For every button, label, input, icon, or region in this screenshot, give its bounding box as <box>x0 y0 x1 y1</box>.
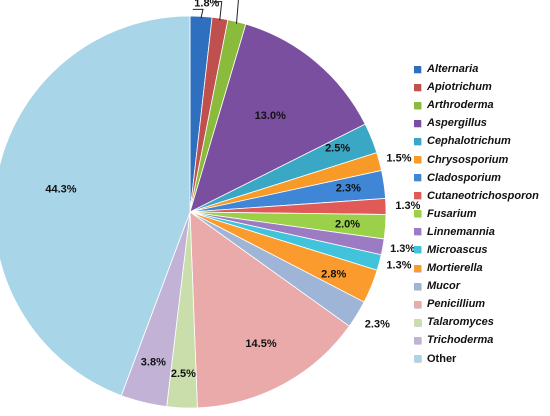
data-label-mortierella: 2.8% <box>321 268 346 280</box>
leader-line-arthroderma <box>235 0 239 24</box>
legend-label: Other <box>427 352 457 365</box>
legend-label: Cutaneotrichosporon <box>427 189 539 202</box>
data-label-aspergillus: 13.0% <box>255 110 286 122</box>
data-label-penicillium: 14.5% <box>245 338 276 350</box>
legend-swatch <box>414 101 421 109</box>
legend-swatch <box>414 355 421 363</box>
legend-item-microascus: Microascus <box>414 241 550 259</box>
data-label-trichoderma: 3.8% <box>141 357 166 369</box>
legend-item-trichoderma: Trichoderma <box>414 331 550 349</box>
legend-label: Mortierella <box>427 262 483 275</box>
legend-label: Trichoderma <box>427 334 494 347</box>
legend-item-linnemannia: Linnemannia <box>414 223 550 241</box>
legend-label: Penicillium <box>427 298 486 311</box>
legend-item-cephalotrichum: Cephalotrichum <box>414 132 550 150</box>
legend-label: Apiotrichum <box>427 81 492 94</box>
leader-line-apiotrichum <box>213 1 223 21</box>
data-label-microascus: 1.3% <box>386 260 411 272</box>
legend-label: Microascus <box>427 243 488 256</box>
legend-swatch <box>414 318 421 326</box>
data-label-talaromyces: 2.5% <box>171 368 196 380</box>
legend-swatch <box>414 65 421 73</box>
legend-item-other: Other <box>414 350 550 368</box>
leader-line-alternaria <box>192 8 204 19</box>
slice-penicillium <box>189 211 350 409</box>
legend-swatch <box>414 228 421 236</box>
legend-swatch <box>414 137 421 145</box>
legend-swatch <box>414 300 421 308</box>
legend-label: Chrysosporium <box>427 153 509 166</box>
legend-label: Mucor <box>427 280 460 293</box>
legend-swatch <box>414 174 421 182</box>
slice-other <box>0 15 191 397</box>
data-label-chrysosporium: 1.5% <box>386 152 411 164</box>
data-label-cutaneotrichosporon: 1.3% <box>395 200 420 212</box>
legend-label: Aspergillus <box>427 117 487 130</box>
legend-swatch <box>414 246 421 254</box>
legend-label: Fusarium <box>427 207 477 220</box>
legend-item-penicillium: Penicillium <box>414 295 550 313</box>
data-label-mucor: 2.3% <box>365 319 390 331</box>
legend-item-mortierella: Mortierella <box>414 259 550 277</box>
data-label-cephalotrichum: 2.5% <box>325 143 350 155</box>
legend-item-cutaneotrichosporon: Cutaneotrichosporon <box>414 187 550 205</box>
data-label-cladosporium: 2.3% <box>336 182 361 194</box>
data-label-alternaria: 1.8% <box>194 0 219 9</box>
legend-label: Arthroderma <box>427 99 494 112</box>
data-label-other: 44.3% <box>45 184 76 196</box>
data-label-linnemannia: 1.3% <box>390 243 415 255</box>
legend-label: Linnemannia <box>427 225 495 238</box>
legend-label: Cephalotrichum <box>427 135 511 148</box>
legend-swatch <box>414 210 421 218</box>
legend-swatch <box>414 192 421 200</box>
data-label-apiotrichum: 1.3% <box>215 0 240 2</box>
legend-item-cladosporium: Cladosporium <box>414 169 550 187</box>
legend-item-aspergillus: Aspergillus <box>414 114 550 132</box>
legend-label: Talaromyces <box>427 316 494 329</box>
legend-item-mucor: Mucor <box>414 277 550 295</box>
legend-item-fusarium: Fusarium <box>414 205 550 223</box>
legend: Alternaria Apiotrichum Arthroderma Aspergil… <box>414 60 550 368</box>
data-label-fusarium: 2.0% <box>335 218 360 230</box>
legend-item-chrysosporium: Chrysosporium <box>414 150 550 168</box>
legend-swatch <box>414 264 421 272</box>
legend-swatch <box>414 119 421 127</box>
legend-label: Cladosporium <box>427 171 501 184</box>
legend-item-alternaria: Alternaria <box>414 60 550 78</box>
legend-item-apiotrichum: Apiotrichum <box>414 78 550 96</box>
legend-swatch <box>414 156 421 164</box>
legend-item-arthroderma: Arthroderma <box>414 96 550 114</box>
legend-label: Alternaria <box>427 63 479 76</box>
slice-aspergillus <box>189 23 366 213</box>
legend-swatch <box>414 83 421 91</box>
legend-swatch <box>414 336 421 344</box>
legend-item-talaromyces: Talaromyces <box>414 313 550 331</box>
legend-swatch <box>414 282 421 290</box>
